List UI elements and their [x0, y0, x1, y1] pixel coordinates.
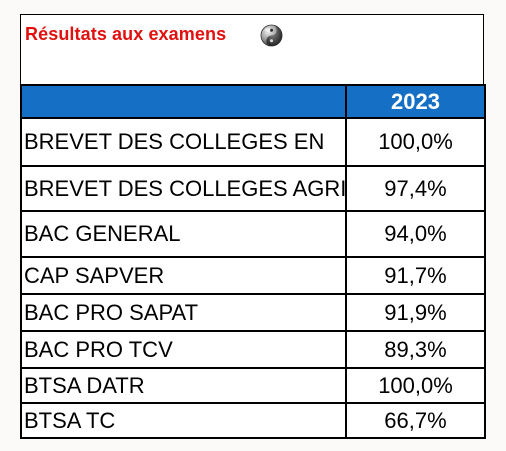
exam-name: CAP SAPVER [20, 256, 347, 295]
pass-rate: 66,7% [345, 402, 486, 439]
pass-rate: 100,0% [345, 367, 486, 404]
exam-name: BTSA DATR [20, 367, 347, 404]
pass-rate: 97,4% [345, 165, 486, 212]
exam-name: BAC GENERAL [20, 210, 347, 258]
exam-name: BAC PRO TCV [20, 330, 347, 369]
exam-name: BAC PRO SAPAT [20, 293, 347, 332]
yin-yang-ball-icon [260, 24, 283, 47]
page-title: Résultats aux examens [25, 24, 227, 44]
table-header-row: 2023 [20, 84, 486, 119]
results-panel: Résultats aux examens [20, 14, 486, 439]
exam-name: BREVET DES COLLEGES EN [20, 117, 347, 167]
table-row: BAC PRO SAPAT 91,9% [20, 293, 486, 332]
table-row: CAP SAPVER 91,7% [20, 256, 486, 295]
table-row: BREVET DES COLLEGES EN 100,0% [20, 117, 486, 167]
pass-rate: 91,9% [345, 293, 486, 332]
table-row: BAC PRO TCV 89,3% [20, 330, 486, 369]
exam-name: BREVET DES COLLEGES AGRI [20, 165, 347, 212]
header-blank-cell [20, 84, 347, 119]
pass-rate: 89,3% [345, 330, 486, 369]
table-row: BTSA TC 66,7% [20, 402, 486, 439]
title-area: Résultats aux examens [20, 14, 484, 84]
table-row: BAC GENERAL 94,0% [20, 210, 486, 258]
results-table: 2023 BREVET DES COLLEGES EN 100,0% BREVE… [20, 84, 486, 439]
table-row: BTSA DATR 100,0% [20, 367, 486, 404]
pass-rate: 94,0% [345, 210, 486, 258]
exam-name: BTSA TC [20, 402, 347, 439]
pass-rate: 91,7% [345, 256, 486, 295]
pass-rate: 100,0% [345, 117, 486, 167]
table-row: BREVET DES COLLEGES AGRI 97,4% [20, 165, 486, 212]
year-header: 2023 [345, 84, 486, 119]
